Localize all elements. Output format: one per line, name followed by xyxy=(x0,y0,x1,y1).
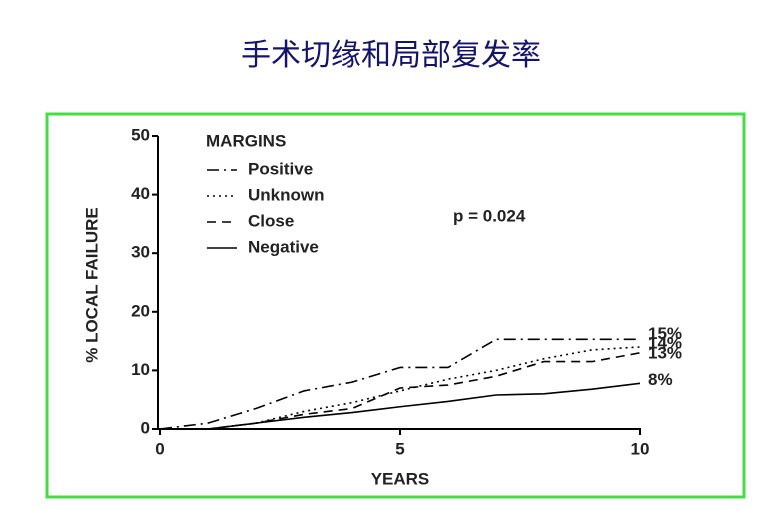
legend-title: MARGINS xyxy=(206,131,286,150)
x-tick-label: 10 xyxy=(631,439,650,458)
frame xyxy=(45,112,746,499)
y-tick-label: 50 xyxy=(131,125,150,144)
value-label: 13% xyxy=(648,343,682,362)
slide-title: 手术切缘和局部复发率 xyxy=(241,38,541,73)
legend-label: Close xyxy=(248,211,294,230)
x-tick-label: 5 xyxy=(395,439,404,458)
value-label: 8% xyxy=(648,370,673,389)
y-axis-title: % LOCAL FAILURE xyxy=(82,207,101,363)
y-tick-label: 40 xyxy=(131,184,150,203)
y-tick-label: 10 xyxy=(131,360,150,379)
y-tick-label: 0 xyxy=(141,418,150,437)
annotation: p = 0.024 xyxy=(453,206,526,225)
value-label: 14% xyxy=(648,333,682,352)
value-label: 15% xyxy=(648,324,682,343)
x-tick-label: 0 xyxy=(155,439,164,458)
y-tick-label: 30 xyxy=(131,243,150,262)
series-line xyxy=(159,338,640,430)
y-tick-label: 20 xyxy=(131,301,150,320)
series-line xyxy=(160,382,641,430)
x-axis-title: YEARS xyxy=(371,469,430,488)
legend-label: Positive xyxy=(248,159,313,178)
legend-label: Negative xyxy=(248,237,319,256)
legend-label: Unknown xyxy=(248,185,325,204)
